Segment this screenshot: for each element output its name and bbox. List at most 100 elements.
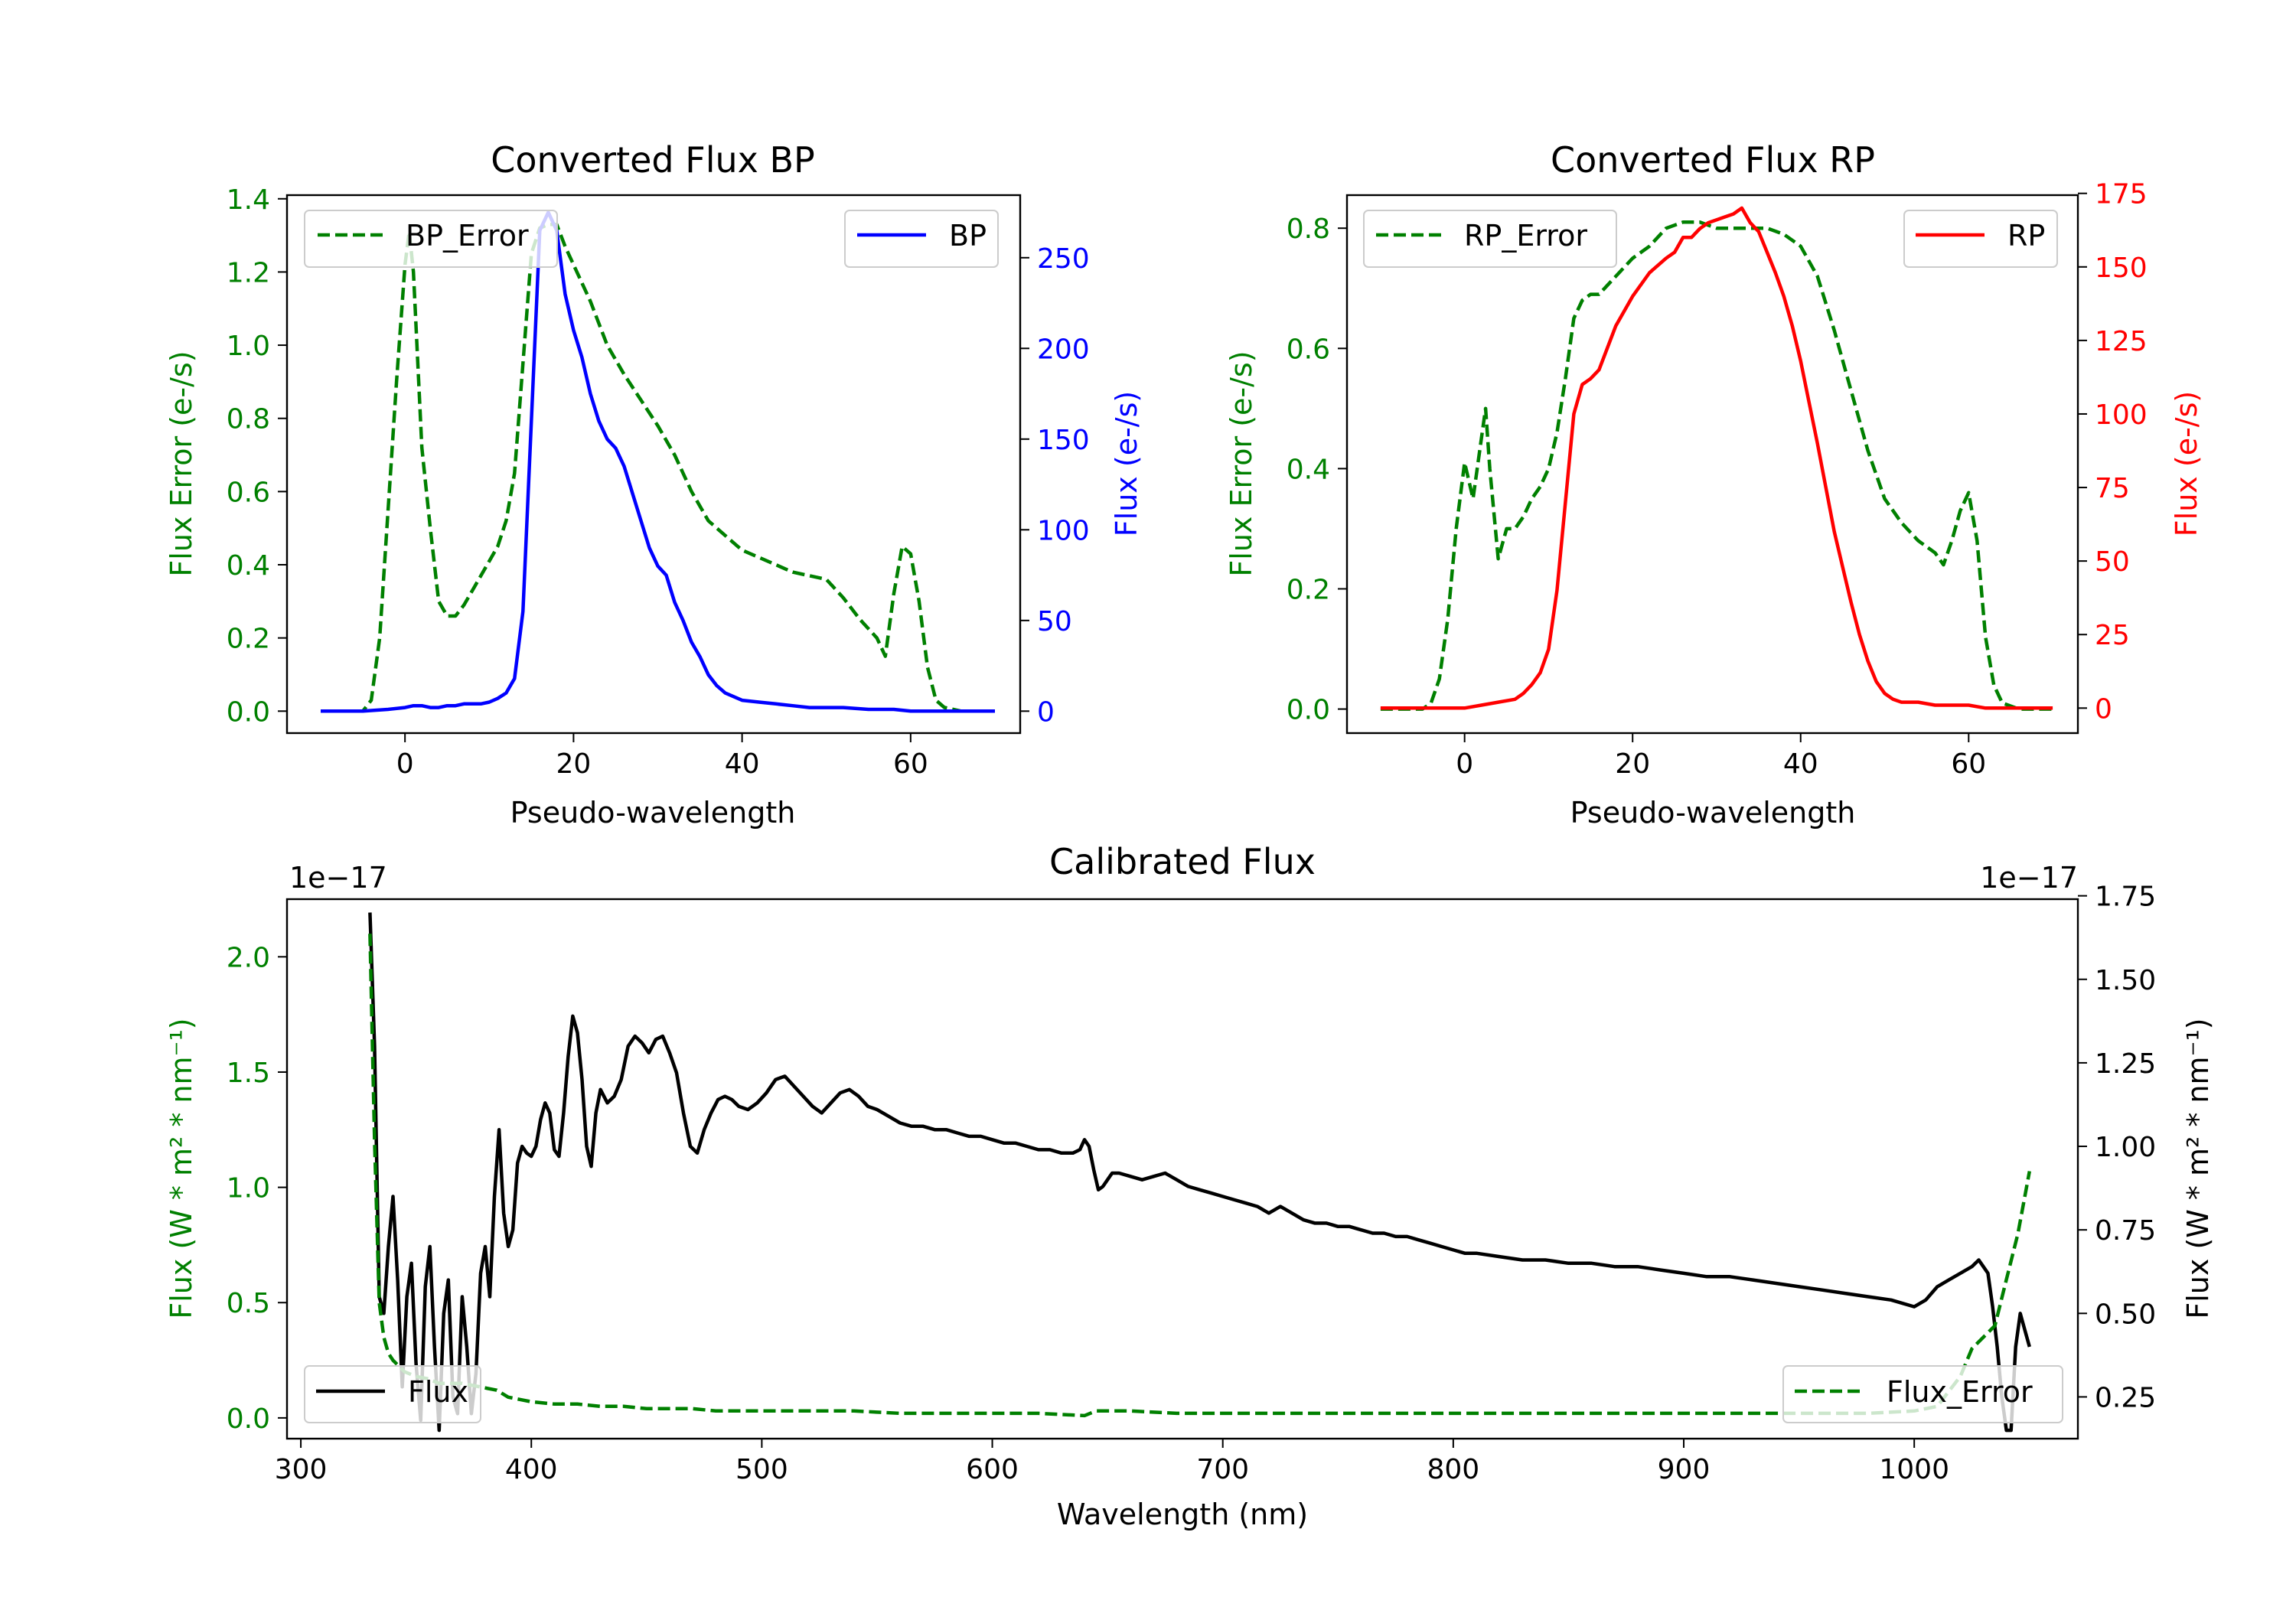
rp-ylabel-left: Flux Error (e-/s) [1225,350,1258,576]
panel-bp: Converted Flux BP 0 20 40 60 0.0 0.2 0.4 0.6 0.8… [165,139,1143,830]
bp-legend-left-box [304,210,558,268]
bp-ticks-layer: 0 20 40 60 0.0 0.2 0.4 0.6 0.8 1.0 1.2 1.4 0 50 100 150… [227,184,1090,780]
rp-y-right-tick-label: 125 [2095,326,2148,357]
rp-y-right-tick-label: 25 [2095,620,2130,651]
cal-ylabel-right: Flux (W * m² * nm⁻¹) [2181,1018,2215,1319]
cal-y-right-tick-label: 1.50 [2095,965,2156,996]
rp-series-layer [1380,206,2053,711]
bp-legend-bp-label: BP [949,219,987,253]
rp-y-left-tick-label: 0.2 [1287,574,1330,605]
panel-calibrated: Calibrated Flux 1e−17 1e−17 300 400 500 600… [165,841,2215,1531]
cal-x-tick-label: 1000 [1879,1454,1949,1485]
bp-y-right-tick-label: 200 [1037,334,1090,365]
rp-ylabel-right: Flux (e-/s) [2170,391,2203,536]
rp-x-tick-label: 40 [1783,748,1818,780]
bp-y-left-tick-label: 0.2 [227,624,270,655]
bp-legend-right: BP [844,210,999,268]
rp-xlabel: Pseudo-wavelength [1570,796,1856,830]
rp-legend-left: RP_Error [1363,210,1617,268]
rp-y-left-tick-label: 0.8 [1287,214,1330,245]
cal-y-left-tick-label: 1.5 [227,1058,270,1089]
bp-ylabel-left: Flux Error (e-/s) [165,350,198,576]
cal-legend-left: Flux [304,1365,481,1423]
rp-y-right-tick-label: 50 [2095,546,2130,578]
bp-axes-frame [285,194,1022,735]
bp-x-tick-label: 20 [556,748,591,780]
rp-series-rp-line [1380,206,2053,710]
rp-x-tick-label: 60 [1951,748,1986,780]
rp-x-tick-label: 0 [1456,748,1473,780]
bp-series-bp-line [321,210,995,713]
bp-plot-area [321,210,995,713]
cal-series-flux-line [368,912,2031,1433]
bp-y-left-tick-label: 0.0 [227,696,270,728]
cal-ticks-layer: 300 400 500 600 700 800 900 1000 0.0 0.5 1.0 1.5 2.0… [227,882,2156,1485]
rp-legend-left-box [1363,210,1617,268]
cal-xlabel: Wavelength (nm) [1057,1498,1308,1531]
cal-y-right-tick-label: 0.50 [2095,1299,2156,1330]
cal-title: Calibrated Flux [1049,841,1316,882]
bp-y-left-tick-label: 0.6 [227,477,270,508]
bp-y-right-tick-label: 150 [1037,425,1090,456]
bp-ylabel-right: Flux (e-/s) [1110,391,1143,536]
rp-x-tick-label: 20 [1615,748,1650,780]
cal-x-tick-label: 900 [1658,1454,1711,1485]
bp-title: Converted Flux BP [491,139,815,181]
bp-x-tick-label: 40 [725,748,760,780]
cal-offset-left: 1e−17 [289,861,387,895]
bp-y-left-tick-label: 1.2 [227,257,270,288]
rp-y-right-tick-label: 100 [2095,399,2148,431]
bp-y-left-tick-label: 1.0 [227,331,270,362]
cal-x-tick-label: 600 [966,1454,1019,1485]
bp-xlabel: Pseudo-wavelength [510,796,796,830]
cal-y-right-tick-label: 1.00 [2095,1132,2156,1163]
cal-y-right-tick-label: 1.25 [2095,1048,2156,1080]
cal-x-tick-label: 400 [505,1454,558,1485]
bp-y-right-tick-label: 50 [1037,606,1072,637]
cal-ylabel-left: Flux (W * m² * nm⁻¹) [165,1018,198,1319]
cal-y-left-tick-label: 1.0 [227,1173,270,1204]
bp-legend-right-box [844,210,999,268]
cal-x-tick-label: 500 [735,1454,788,1485]
rp-legend-right: RP [1903,210,2058,268]
bp-y-left-tick-label: 0.8 [227,404,270,435]
bp-y-right-tick-label: 0 [1037,696,1055,728]
rp-series-rp-error-line [1380,220,2053,711]
rp-legend-rp-label: RP [2007,219,2045,253]
rp-ticks-layer: 0 20 40 60 0.0 0.2 0.4 0.6 0.8 0 25 50 75 100 125 150 17… [1287,179,2148,780]
cal-legend-right-box [1782,1365,2063,1423]
rp-y-right-tick-label: 175 [2095,179,2148,210]
rp-y-left-tick-label: 0.0 [1287,695,1330,726]
bp-legend-error-label: BP_Error [406,219,529,253]
bp-y-left-tick-label: 0.4 [227,550,270,582]
cal-y-right-tick-label: 0.75 [2095,1215,2156,1247]
rp-y-right-tick-label: 150 [2095,253,2148,284]
cal-legend-error-label: Flux_Error [1887,1375,2033,1409]
rp-y-right-tick-label: 75 [2095,473,2130,504]
rp-y-left-tick-label: 0.4 [1287,454,1330,485]
bp-legend-left: BP_Error [304,210,558,268]
cal-y-left-tick-label: 0.5 [227,1288,270,1319]
rp-legend-error-label: RP_Error [1464,219,1587,253]
bp-y-right-tick-label: 250 [1037,243,1090,275]
cal-y-left-tick-label: 2.0 [227,942,270,973]
bp-x-tick-label: 60 [893,748,928,780]
cal-y-left-tick-label: 0.0 [227,1403,270,1435]
cal-x-tick-label: 300 [275,1454,328,1485]
rp-plot-area [1380,206,2053,711]
bp-y-right-tick-label: 100 [1037,515,1090,546]
cal-y-right-tick-label: 1.75 [2095,882,2156,913]
rp-legend-right-box [1903,210,2058,268]
rp-y-right-tick-label: 0 [2095,693,2112,725]
bp-series-bp-error-line [321,223,995,713]
rp-title: Converted Flux RP [1551,139,1875,181]
cal-legend-left-box [304,1365,481,1423]
rp-y-left-tick-label: 0.6 [1287,334,1330,365]
cal-x-tick-label: 700 [1196,1454,1249,1485]
bp-series-layer [321,210,995,713]
rp-axes-frame [1345,194,2079,735]
cal-legend-right: Flux_Error [1782,1365,2063,1423]
cal-offset-right: 1e−17 [1980,861,2078,895]
panel-rp: Converted Flux RP 0 20 40 60 0.0 0.2 0.4 0.6 0.8… [1225,139,2203,830]
